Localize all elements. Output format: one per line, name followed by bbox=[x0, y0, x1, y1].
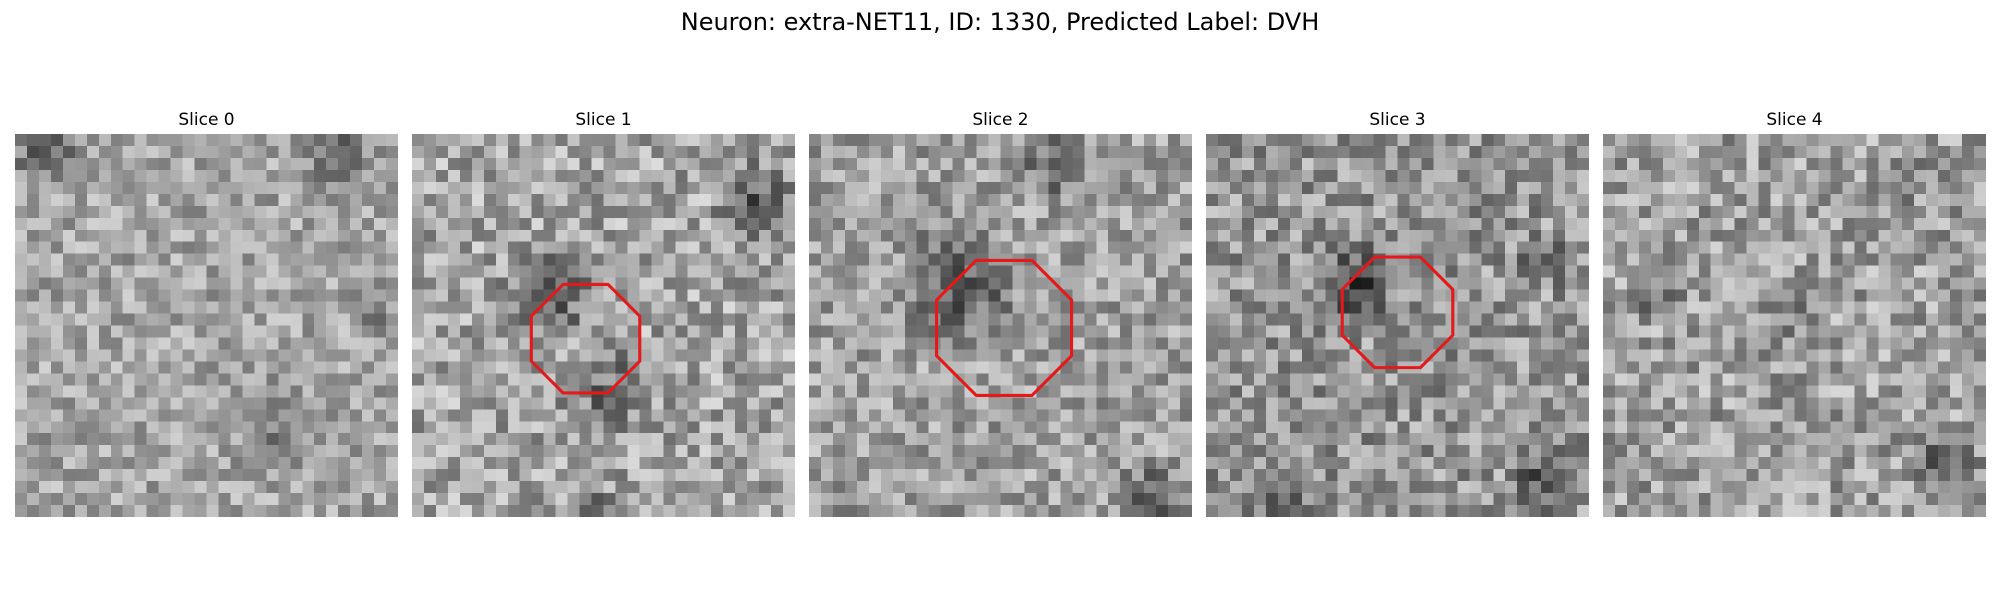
slice-title: Slice 4 bbox=[1766, 110, 1823, 130]
slice-title: Slice 1 bbox=[575, 110, 632, 130]
slice-image bbox=[1206, 134, 1589, 517]
roi-outline bbox=[935, 258, 1074, 397]
slice-title: Slice 3 bbox=[1369, 110, 1426, 130]
slice-image bbox=[15, 134, 398, 517]
slice-image bbox=[1603, 134, 1986, 517]
slice-title: Slice 0 bbox=[178, 110, 235, 130]
figure-title: Neuron: extra-NET11, ID: 1330, Predicted… bbox=[680, 8, 1320, 36]
slice-title: Slice 2 bbox=[972, 110, 1029, 130]
roi-outline bbox=[529, 282, 642, 395]
slice-image bbox=[809, 134, 1192, 517]
slice-image bbox=[412, 134, 795, 517]
roi-outline bbox=[1340, 255, 1455, 370]
